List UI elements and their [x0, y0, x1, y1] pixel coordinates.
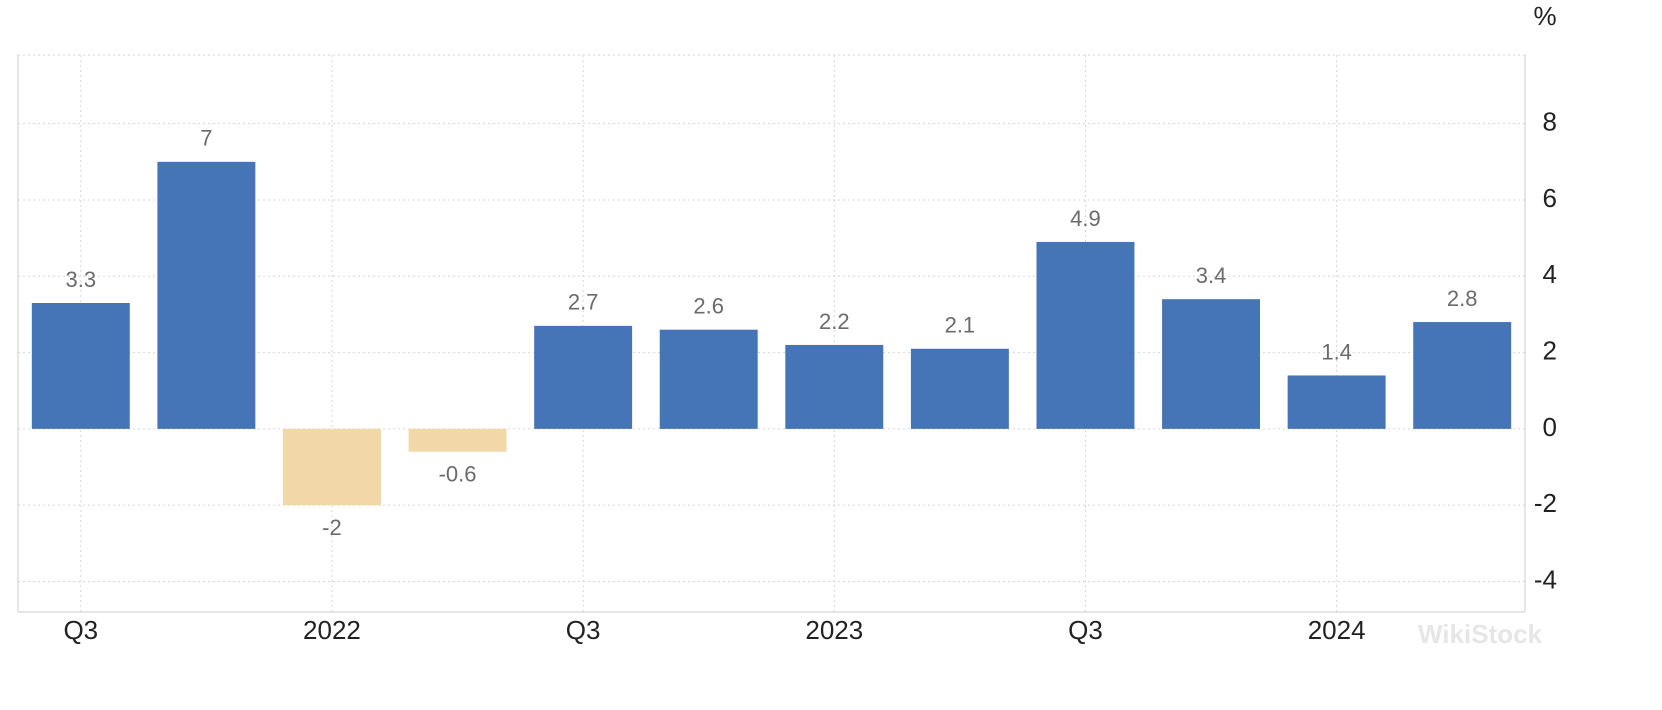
y-tick-label: -4 [1534, 564, 1557, 594]
value-label: 3.3 [65, 267, 96, 292]
value-label: 2.7 [568, 290, 599, 315]
x-tick-label: 2024 [1308, 615, 1366, 645]
value-label: 2.1 [945, 313, 976, 338]
x-tick-label: Q3 [566, 615, 601, 645]
x-tick-label: 2022 [303, 615, 361, 645]
value-label: -2 [322, 515, 342, 540]
bar [910, 348, 1009, 429]
value-label: 2.8 [1447, 286, 1478, 311]
watermark: WikiStock [1418, 619, 1543, 649]
x-tick-label: Q3 [1068, 615, 1103, 645]
value-label: 3.4 [1196, 263, 1227, 288]
y-tick-label: 0 [1543, 412, 1557, 442]
value-label: 4.9 [1070, 206, 1101, 231]
y-tick-label: 6 [1543, 183, 1557, 213]
y-tick-label: 8 [1543, 107, 1557, 137]
unit-label: % [1533, 1, 1556, 31]
bar [408, 428, 507, 452]
bar [1287, 375, 1386, 429]
y-tick-label: 2 [1543, 335, 1557, 365]
y-tick-label: -2 [1534, 488, 1557, 518]
bar [659, 329, 758, 429]
bar [31, 302, 130, 429]
bar [1413, 322, 1512, 429]
x-tick-label: 2023 [805, 615, 863, 645]
bar [1162, 299, 1261, 429]
value-label: 7 [200, 126, 212, 151]
value-label: 1.4 [1321, 339, 1352, 364]
value-label: -0.6 [439, 462, 477, 487]
value-label: 2.2 [819, 309, 850, 334]
bar [282, 428, 381, 506]
bar [1036, 241, 1135, 429]
value-label: 2.6 [693, 293, 724, 318]
bar [785, 344, 884, 429]
bar [534, 325, 633, 429]
x-tick-label: Q3 [63, 615, 98, 645]
y-tick-label: 4 [1543, 259, 1557, 289]
bar [157, 161, 256, 429]
